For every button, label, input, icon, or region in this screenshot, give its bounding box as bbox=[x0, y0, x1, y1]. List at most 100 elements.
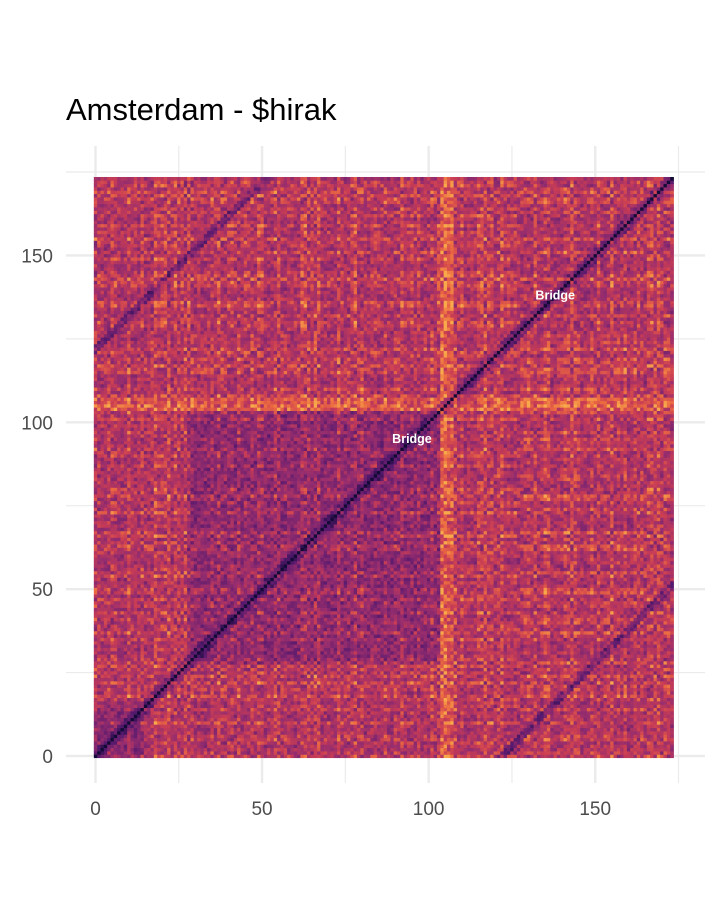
heatmap-cell bbox=[227, 694, 231, 698]
heatmap-cell bbox=[120, 687, 125, 692]
heatmap-cell bbox=[173, 670, 178, 675]
heatmap-cell bbox=[563, 677, 568, 682]
heatmap-cell bbox=[207, 750, 211, 755]
heatmap-cell bbox=[633, 744, 638, 749]
heatmap-cell bbox=[620, 714, 624, 719]
heatmap-cell bbox=[353, 714, 358, 719]
heatmap-cell bbox=[140, 747, 145, 752]
heatmap-cell bbox=[666, 677, 671, 682]
heatmap-cell bbox=[150, 697, 155, 702]
heatmap-cell bbox=[130, 747, 135, 752]
heatmap-cell bbox=[660, 664, 664, 668]
heatmap-cell bbox=[367, 754, 371, 759]
heatmap-cell bbox=[200, 700, 205, 705]
heatmap-cell bbox=[133, 754, 138, 759]
heatmap-cell bbox=[140, 687, 145, 692]
heatmap-cell bbox=[483, 720, 488, 725]
heatmap-cell bbox=[140, 727, 145, 732]
heatmap-cell bbox=[330, 707, 335, 712]
heatmap-cell bbox=[213, 704, 218, 709]
heatmap-cell bbox=[347, 690, 351, 695]
heatmap-cell bbox=[153, 710, 158, 715]
heatmap-cell bbox=[363, 697, 368, 702]
heatmap-cell bbox=[420, 747, 425, 752]
heatmap-cell bbox=[237, 687, 241, 692]
heatmap-cell bbox=[510, 697, 514, 702]
heatmap-cell bbox=[263, 690, 268, 695]
heatmap-cell bbox=[217, 707, 221, 712]
heatmap-cell bbox=[536, 750, 541, 755]
heatmap-cell bbox=[573, 684, 578, 688]
heatmap-cell bbox=[486, 687, 491, 692]
heatmap-cell bbox=[580, 747, 584, 752]
heatmap-cell bbox=[396, 677, 401, 682]
heatmap-cell bbox=[163, 707, 168, 712]
heatmap-cell bbox=[493, 680, 498, 685]
heatmap-cell bbox=[473, 697, 478, 702]
heatmap-cell bbox=[357, 694, 361, 698]
heatmap-cell bbox=[110, 707, 115, 712]
heatmap-cell bbox=[257, 680, 261, 685]
heatmap-cell bbox=[250, 694, 255, 698]
heatmap-cell bbox=[546, 750, 551, 755]
heatmap-cell bbox=[546, 674, 551, 678]
heatmap-cell bbox=[640, 664, 644, 668]
heatmap-cell bbox=[636, 670, 641, 675]
heatmap-cell bbox=[600, 724, 604, 729]
heatmap-cell bbox=[443, 697, 448, 702]
heatmap-cell bbox=[596, 684, 601, 688]
heatmap-cell bbox=[590, 707, 594, 712]
heatmap-cell bbox=[423, 680, 428, 685]
heatmap-cell bbox=[460, 664, 465, 668]
heatmap-cell bbox=[486, 677, 491, 682]
heatmap-cell bbox=[610, 670, 614, 675]
heatmap-cell bbox=[283, 680, 288, 685]
heatmap-cell bbox=[260, 684, 265, 688]
heatmap-cell bbox=[277, 737, 281, 742]
heatmap-cell bbox=[616, 664, 621, 668]
heatmap-cell bbox=[483, 674, 488, 678]
heatmap-cell bbox=[363, 754, 368, 759]
heatmap-cell bbox=[233, 667, 238, 672]
heatmap-cell bbox=[207, 724, 211, 729]
heatmap-cell bbox=[503, 737, 508, 742]
heatmap-cell bbox=[377, 720, 381, 725]
heatmap-cell bbox=[103, 687, 108, 692]
heatmap-cell bbox=[357, 684, 361, 688]
heatmap-cell bbox=[330, 670, 335, 675]
heatmap-cell bbox=[520, 700, 524, 705]
heatmap-cell bbox=[466, 754, 471, 759]
heatmap-cell bbox=[117, 754, 121, 759]
heatmap-cell bbox=[523, 754, 528, 759]
heatmap-cell bbox=[480, 714, 485, 719]
heatmap-cell bbox=[533, 727, 538, 732]
heatmap-cell bbox=[410, 714, 415, 719]
heatmap-cell bbox=[513, 747, 518, 752]
heatmap-cell bbox=[250, 734, 255, 739]
heatmap-cell bbox=[546, 697, 551, 702]
heatmap-cell bbox=[410, 694, 415, 698]
heatmap-cell bbox=[533, 680, 538, 685]
heatmap-cell bbox=[330, 660, 335, 665]
heatmap-cell bbox=[666, 687, 671, 692]
heatmap-cell bbox=[580, 664, 584, 668]
heatmap-cell bbox=[200, 664, 205, 668]
heatmap-cell bbox=[117, 707, 121, 712]
heatmap-cell bbox=[490, 704, 494, 709]
heatmap-cell bbox=[640, 680, 644, 685]
heatmap-cell bbox=[307, 740, 311, 745]
heatmap-cell bbox=[253, 730, 258, 735]
heatmap-cell bbox=[546, 707, 551, 712]
heatmap-cell bbox=[666, 680, 671, 685]
heatmap-cell bbox=[653, 664, 658, 668]
heatmap-cell bbox=[190, 684, 195, 688]
heatmap-cell bbox=[180, 754, 185, 759]
heatmap-cell bbox=[250, 714, 255, 719]
heatmap-cell bbox=[383, 754, 388, 759]
heatmap-cell bbox=[460, 687, 465, 692]
heatmap-cell bbox=[653, 714, 658, 719]
heatmap-cell bbox=[410, 717, 415, 722]
heatmap-cell bbox=[570, 664, 574, 668]
heatmap-cell bbox=[596, 694, 601, 698]
heatmap-cell bbox=[416, 720, 421, 725]
